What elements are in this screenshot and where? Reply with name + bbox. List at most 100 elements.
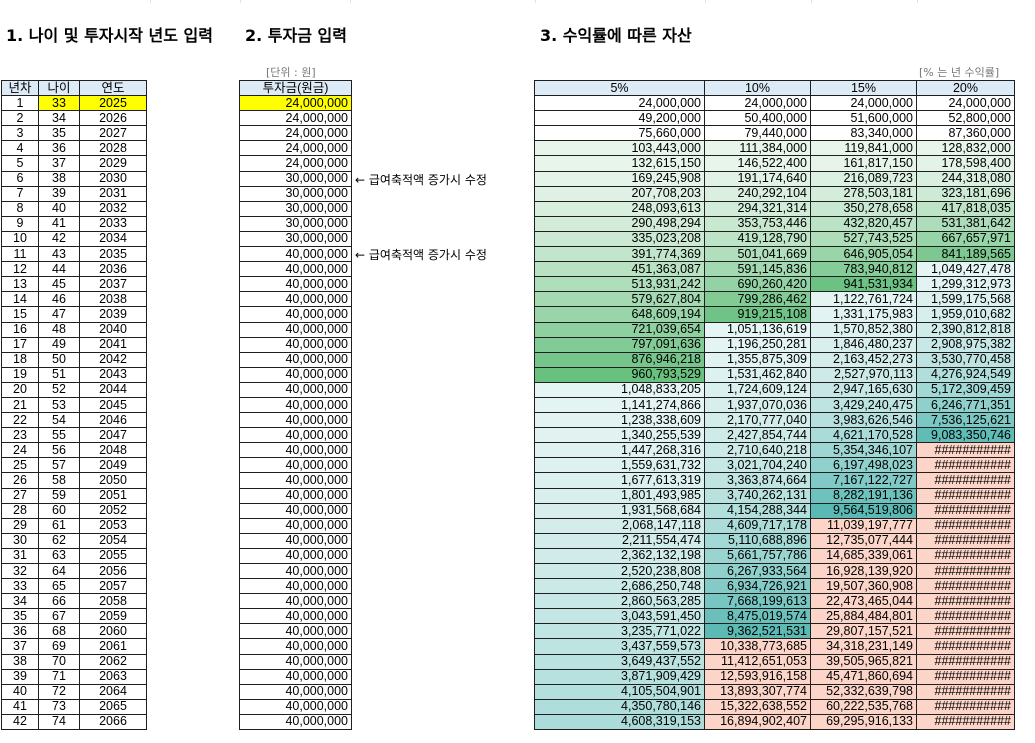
asset-cell-rate-20[interactable]: ########### [916, 517, 1015, 534]
asset-cell-rate-5[interactable]: 169,245,908 [534, 170, 705, 187]
asset-cell-rate-5[interactable]: 2,520,238,808 [534, 562, 705, 580]
asset-cell-rate-5[interactable]: 2,686,250,748 [534, 578, 705, 595]
asset-cell-rate-20[interactable]: 87,360,000 [916, 125, 1015, 142]
investment-cell[interactable]: 40,000,000 [239, 668, 352, 685]
asset-cell-rate-5[interactable]: 49,200,000 [534, 110, 705, 127]
asset-cell-rate-15[interactable]: 278,503,181 [810, 185, 917, 202]
asset-cell-rate-5[interactable]: 207,708,203 [534, 185, 705, 202]
asset-cell-rate-20[interactable]: ########### [916, 668, 1015, 685]
asset-cell-rate-20[interactable]: 1,299,312,973 [916, 276, 1015, 293]
asset-cell-rate-10[interactable]: 10,338,773,685 [704, 638, 811, 655]
year-cell[interactable]: 2032 [79, 200, 147, 217]
investment-cell[interactable]: 40,000,000 [239, 593, 352, 610]
asset-cell-rate-10[interactable]: 79,440,000 [704, 125, 811, 142]
asset-cell-rate-20[interactable]: 2,908,975,382 [916, 336, 1015, 353]
year-cell[interactable]: 2061 [79, 638, 147, 655]
year-no-cell[interactable]: 36 [1, 623, 39, 640]
year-no-cell[interactable]: 13 [1, 276, 39, 293]
asset-cell-rate-15[interactable]: 161,817,150 [810, 155, 917, 172]
year-cell[interactable]: 2052 [79, 502, 147, 519]
investment-cell[interactable]: 40,000,000 [239, 261, 352, 278]
age-cell[interactable]: 44 [38, 261, 80, 278]
asset-cell-rate-20[interactable]: ########### [916, 713, 1015, 731]
year-cell[interactable]: 2028 [79, 140, 147, 157]
asset-cell-rate-10[interactable]: 146,522,400 [704, 155, 811, 172]
asset-cell-rate-20[interactable]: ########### [916, 593, 1015, 610]
age-cell[interactable]: 43 [38, 246, 80, 263]
asset-cell-rate-10[interactable]: 6,267,933,564 [704, 562, 811, 580]
asset-cell-rate-15[interactable]: 52,332,639,798 [810, 683, 917, 700]
asset-cell-rate-5[interactable]: 3,649,437,552 [534, 653, 705, 670]
year-no-cell[interactable]: 1 [1, 95, 39, 112]
year-no-cell[interactable]: 16 [1, 321, 39, 338]
age-cell[interactable]: 45 [38, 276, 80, 293]
asset-cell-rate-5[interactable]: 1,141,274,866 [534, 396, 705, 414]
investment-cell[interactable]: 40,000,000 [239, 638, 352, 655]
asset-cell-rate-20[interactable]: 2,390,812,818 [916, 321, 1015, 338]
year-cell[interactable]: 2051 [79, 487, 147, 504]
year-cell[interactable]: 2054 [79, 532, 147, 549]
header-year-no[interactable]: 년차 [1, 79, 39, 97]
asset-cell-rate-5[interactable]: 1,801,493,985 [534, 487, 705, 504]
year-no-cell[interactable]: 32 [1, 562, 39, 580]
age-cell[interactable]: 63 [38, 547, 80, 565]
asset-cell-rate-20[interactable]: 1,049,427,478 [916, 261, 1015, 278]
asset-cell-rate-15[interactable]: 8,282,191,136 [810, 487, 917, 504]
year-no-cell[interactable]: 29 [1, 517, 39, 534]
investment-cell[interactable]: 40,000,000 [239, 532, 352, 549]
age-cell[interactable]: 52 [38, 381, 80, 398]
investment-cell[interactable]: 40,000,000 [239, 351, 352, 368]
investment-cell[interactable]: 40,000,000 [239, 502, 352, 519]
asset-cell-rate-20[interactable]: 417,818,035 [916, 200, 1015, 217]
year-cell[interactable]: 2033 [79, 215, 147, 232]
asset-cell-rate-20[interactable]: 3,530,770,458 [916, 351, 1015, 368]
asset-cell-rate-10[interactable]: 16,894,902,407 [704, 713, 811, 731]
asset-cell-rate-20[interactable]: 841,189,565 [916, 246, 1015, 263]
investment-cell[interactable]: 30,000,000 [239, 200, 352, 217]
year-cell[interactable]: 2029 [79, 155, 147, 172]
asset-cell-rate-15[interactable]: 3,983,626,546 [810, 412, 917, 429]
asset-cell-rate-20[interactable]: 9,083,350,746 [916, 427, 1015, 444]
asset-cell-rate-10[interactable]: 12,593,916,158 [704, 668, 811, 685]
year-no-cell[interactable]: 17 [1, 336, 39, 353]
investment-cell[interactable]: 40,000,000 [239, 698, 352, 715]
asset-cell-rate-5[interactable]: 1,931,568,684 [534, 502, 705, 519]
investment-cell[interactable]: 40,000,000 [239, 381, 352, 398]
investment-cell[interactable]: 40,000,000 [239, 608, 352, 625]
year-cell[interactable]: 2031 [79, 185, 147, 202]
asset-cell-rate-20[interactable]: ########### [916, 638, 1015, 655]
investment-cell[interactable]: 30,000,000 [239, 230, 352, 248]
year-no-cell[interactable]: 12 [1, 261, 39, 278]
age-cell[interactable]: 62 [38, 532, 80, 549]
investment-cell[interactable]: 30,000,000 [239, 215, 352, 232]
year-cell[interactable]: 2064 [79, 683, 147, 700]
asset-cell-rate-15[interactable]: 25,884,484,801 [810, 608, 917, 625]
age-cell[interactable]: 36 [38, 140, 80, 157]
year-no-cell[interactable]: 22 [1, 412, 39, 429]
investment-cell[interactable]: 40,000,000 [239, 683, 352, 700]
year-cell[interactable]: 2055 [79, 547, 147, 565]
investment-cell[interactable]: 30,000,000 [239, 185, 352, 202]
investment-cell[interactable]: 40,000,000 [239, 442, 352, 459]
investment-cell[interactable]: 24,000,000 [239, 95, 352, 112]
asset-cell-rate-5[interactable]: 2,068,147,118 [534, 517, 705, 534]
year-cell[interactable]: 2056 [79, 562, 147, 580]
year-cell[interactable]: 2040 [79, 321, 147, 338]
asset-cell-rate-20[interactable]: ########### [916, 502, 1015, 519]
asset-cell-rate-5[interactable]: 335,023,208 [534, 230, 705, 248]
investment-cell[interactable]: 24,000,000 [239, 140, 352, 157]
asset-cell-rate-20[interactable]: 1,599,175,568 [916, 291, 1015, 308]
asset-cell-rate-5[interactable]: 876,946,218 [534, 351, 705, 368]
asset-cell-rate-20[interactable]: ########### [916, 532, 1015, 549]
asset-cell-rate-10[interactable]: 240,292,104 [704, 185, 811, 202]
asset-cell-rate-20[interactable]: 244,318,080 [916, 170, 1015, 187]
investment-cell[interactable]: 40,000,000 [239, 547, 352, 565]
asset-cell-rate-15[interactable]: 2,527,970,113 [810, 366, 917, 383]
asset-cell-rate-20[interactable]: ########### [916, 562, 1015, 580]
asset-cell-rate-5[interactable]: 1,238,338,609 [534, 412, 705, 429]
asset-cell-rate-15[interactable]: 51,600,000 [810, 110, 917, 127]
asset-cell-rate-10[interactable]: 591,145,836 [704, 261, 811, 278]
asset-cell-rate-15[interactable]: 2,163,452,273 [810, 351, 917, 368]
asset-cell-rate-15[interactable]: 1,570,852,380 [810, 321, 917, 338]
age-cell[interactable]: 41 [38, 215, 80, 232]
